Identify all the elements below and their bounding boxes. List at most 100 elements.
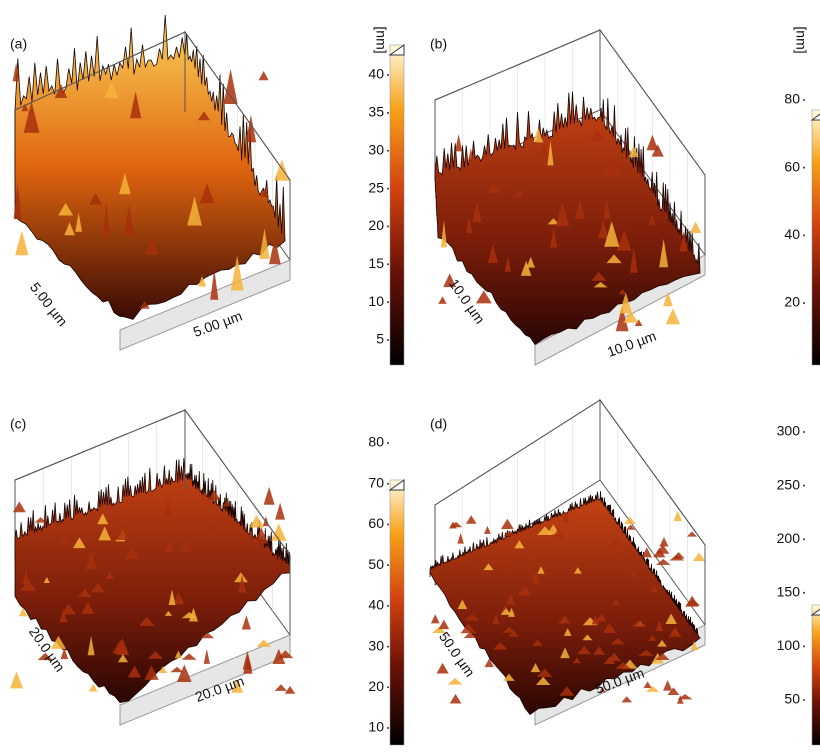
surface-peak [181,542,191,552]
surface-peak [87,636,95,656]
surface-peak [667,687,680,696]
surface-peak [249,515,264,528]
surface-peak [641,547,652,558]
surface-peak [176,664,192,682]
colorbar-tick [387,564,389,567]
surface-peak [550,226,558,248]
surface-peak [526,256,535,268]
surface-peak [679,231,688,252]
surface-peak [623,311,639,323]
surface-peak [78,588,92,597]
surface-peak [97,513,109,525]
surface [14,458,291,704]
surface-peak [483,525,491,534]
surface-peak [50,635,67,649]
surface [429,491,702,715]
surface-peak [81,602,95,614]
surface-peak [651,144,664,157]
surface-peak [238,574,246,593]
surface-peak [203,648,210,664]
colorbar-tick [387,149,389,152]
surface-peak [547,140,554,166]
surface-peak [104,81,120,99]
surface-peak [260,187,269,198]
surface-peak [659,238,669,268]
colorbar [389,44,405,366]
surface-peak [254,527,269,544]
surface-peak [207,490,221,501]
surface-peak [59,535,70,543]
surface-peak [129,91,142,119]
surface-peak [208,524,217,533]
surface-peak [127,665,142,678]
surface-peak [223,68,238,104]
surface-peak [665,613,677,625]
surface-peak [537,526,553,535]
panel-label: (b) [430,36,447,52]
surface-peak [533,127,544,143]
surface-peak [604,221,620,247]
surface-peak [689,221,702,233]
surface-peak [457,599,468,609]
colorbar-tick-label: 250 [777,476,801,492]
surface-peak [210,268,219,300]
surface-peak [124,204,135,235]
colorbar-tick-label: 20 [368,217,384,233]
colorbar-tick [803,302,805,304]
surface-peak [685,598,701,606]
colorbar-tick-label: 80 [368,434,384,450]
surface-peak [89,192,103,205]
surface-peak [520,260,532,276]
x-axis-label: 10.0 µm [605,328,658,360]
surface-peak [72,537,86,549]
surface-peak [59,610,68,623]
surface-peak [475,290,492,304]
surface-peak [656,559,671,565]
surface-peak [692,552,706,562]
surface-peak [147,650,163,659]
surface [434,91,701,346]
surface-peak [638,649,654,656]
surface-peak [174,650,182,659]
surface-peak [12,62,20,82]
surface-peak [537,566,545,574]
surface-peak [449,521,457,529]
surface-peak [610,638,626,645]
surface-peak [245,114,257,143]
surface-peak [508,631,519,637]
surface-peak [591,615,600,625]
colorbar-tick [387,74,389,76]
surface-peak [449,693,462,704]
colorbar-tick [387,604,389,607]
surface-peak [558,615,571,624]
colorbar-tick [803,645,805,648]
panel-label: (a) [10,36,27,52]
colorbar-tick [803,99,805,101]
surface-peak [621,696,633,703]
surface-peak [163,542,174,552]
surface-peak [158,666,168,673]
surface-peak [436,662,449,674]
surface-peak [514,540,525,549]
surface-peak [673,510,682,522]
y-axis-label: 5.00 µm [27,279,71,329]
surface-peak [514,189,524,197]
colorbar-tick-label: 25 [368,179,384,195]
surface-peak [234,572,248,583]
surface-peak [557,534,566,541]
surface-peak [547,218,560,225]
surface-peak [625,524,636,530]
surface-peak [85,552,97,570]
colorbar-unit: [nm] [373,26,389,53]
surface-peak [663,680,673,691]
surface-peak [648,634,656,641]
colorbar-unit: [nm] [793,26,809,53]
surface-peak [554,527,563,537]
surface-peak [168,589,176,605]
colorbar-tick-label: 40 [368,66,384,82]
colorbar-tick [387,523,389,526]
colorbar-tick [387,111,389,114]
surface-peak [138,616,155,626]
surface-peak [659,537,669,547]
